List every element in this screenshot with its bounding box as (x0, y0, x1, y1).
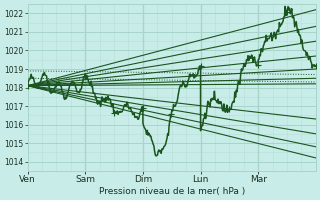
X-axis label: Pression niveau de la mer( hPa ): Pression niveau de la mer( hPa ) (99, 187, 245, 196)
